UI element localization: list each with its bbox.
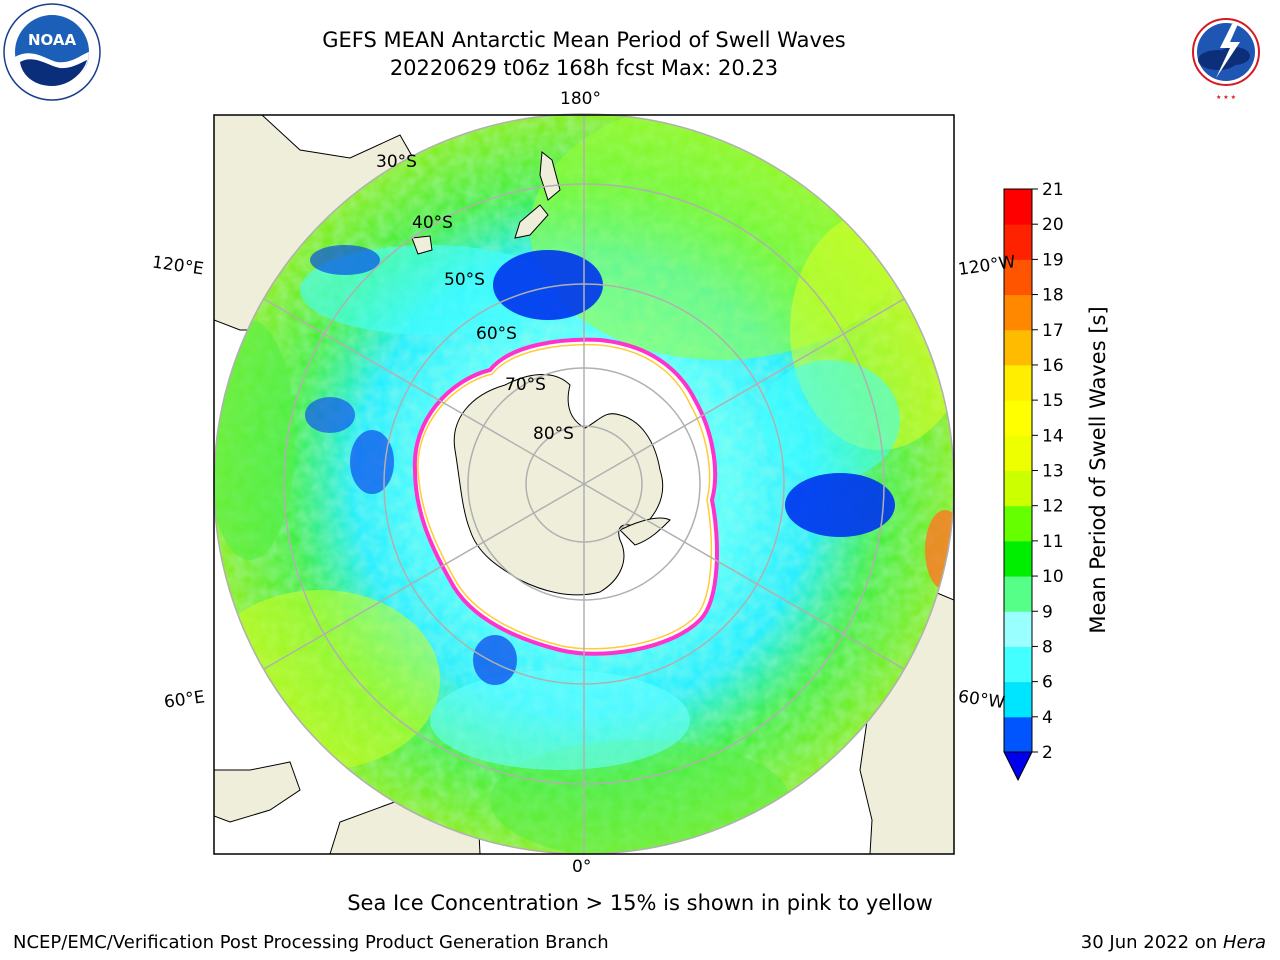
colorbar-bin <box>1004 611 1032 647</box>
tasmania <box>411 235 433 255</box>
new-zealand-south <box>514 204 549 239</box>
svg-text:NOAA: NOAA <box>28 31 77 49</box>
colorbar-bin <box>1004 189 1032 225</box>
colorbar-tick-label: 18 <box>1042 286 1064 306</box>
colorbar-bin <box>1004 400 1032 436</box>
map-frame <box>213 114 955 855</box>
graticule <box>214 114 954 854</box>
colorbar-bin <box>1004 259 1032 296</box>
colorbar-bin <box>1004 470 1032 507</box>
colorbar-bin <box>1004 540 1032 577</box>
colorbar-tick-label: 13 <box>1042 462 1064 482</box>
colorbar-bin <box>1004 576 1032 612</box>
lat-label-80s: 80°S <box>533 424 574 444</box>
lat-label-50s: 50°S <box>444 270 485 290</box>
nws-logo: ★ ★ ★ <box>1176 2 1276 102</box>
footer-right: 30 Jun 2022 on Hera <box>1081 932 1266 953</box>
antarctica-landmass <box>453 374 664 596</box>
chart-title: GEFS MEAN Antarctic Mean Period of Swell… <box>322 28 846 52</box>
colorbar-tick-label: 8 <box>1042 637 1053 657</box>
lat-label-70s: 70°S <box>505 375 546 395</box>
colorbar-bin <box>1004 716 1032 753</box>
colorbar-tick-label: 2 <box>1042 743 1053 763</box>
noaa-logo: NOAA <box>2 2 102 102</box>
colorbar-tick-label: 11 <box>1042 532 1064 552</box>
sea-ice-inner-edge <box>417 343 713 650</box>
colorbar-tick-label: 4 <box>1042 708 1053 728</box>
colorbar-bin <box>1004 646 1032 683</box>
colorbar-bin <box>1004 294 1032 331</box>
footer-machine: Hera <box>1222 932 1266 953</box>
lon-label-0: 0° <box>572 857 592 877</box>
lat-label-30s: 30°S <box>376 152 417 172</box>
colorbar-label: Mean Period of Swell Waves [s] <box>1086 306 1110 634</box>
chart-subtitle: 20220629 t06z 168h fcst Max: 20.23 <box>389 56 779 80</box>
colorbar-bin <box>1004 364 1032 401</box>
sea-ice-note: Sea Ice Concentration > 15% is shown in … <box>347 891 933 915</box>
colorbar-tick-label: 19 <box>1042 250 1064 270</box>
colorbar: 2 4 6 8 9 10 11 12 13 14 15 16 17 18 19 20 21 <box>1003 180 1064 782</box>
colorbar-tick-label: 15 <box>1042 391 1064 411</box>
colorbar-bin <box>1004 224 1032 260</box>
colorbar-tick-label: 9 <box>1042 602 1053 622</box>
colorbar-bin <box>1004 329 1032 366</box>
lon-label-180: 180° <box>560 89 601 109</box>
colorbar-tick-label: 20 <box>1042 215 1064 235</box>
footer-left: NCEP/EMC/Verification Post Processing Pr… <box>13 932 609 953</box>
colorbar-tick-label: 16 <box>1042 356 1064 376</box>
lat-label-40s: 40°S <box>412 213 453 233</box>
colorbar-tick-label: 12 <box>1042 497 1064 517</box>
colorbar-tick-label: 14 <box>1042 426 1064 446</box>
colorbar-bin <box>1004 681 1032 718</box>
colorbar-bin <box>1004 435 1032 471</box>
colorbar-tick-label: 10 <box>1042 567 1064 587</box>
colorbar-tick-label: 17 <box>1042 321 1064 341</box>
colorbar-bin <box>1004 505 1032 542</box>
colorbar-tick-label: 21 <box>1042 180 1064 200</box>
colorbar-extend-min <box>1003 751 1033 782</box>
colorbar-tick-label: 6 <box>1042 673 1053 693</box>
footer-date: 30 Jun 2022 on <box>1080 932 1223 953</box>
svg-text:★ ★ ★: ★ ★ ★ <box>1216 94 1236 101</box>
new-zealand-north <box>539 151 561 201</box>
antarctic-peninsula <box>619 517 671 546</box>
lat-label-60s: 60°S <box>476 324 517 344</box>
